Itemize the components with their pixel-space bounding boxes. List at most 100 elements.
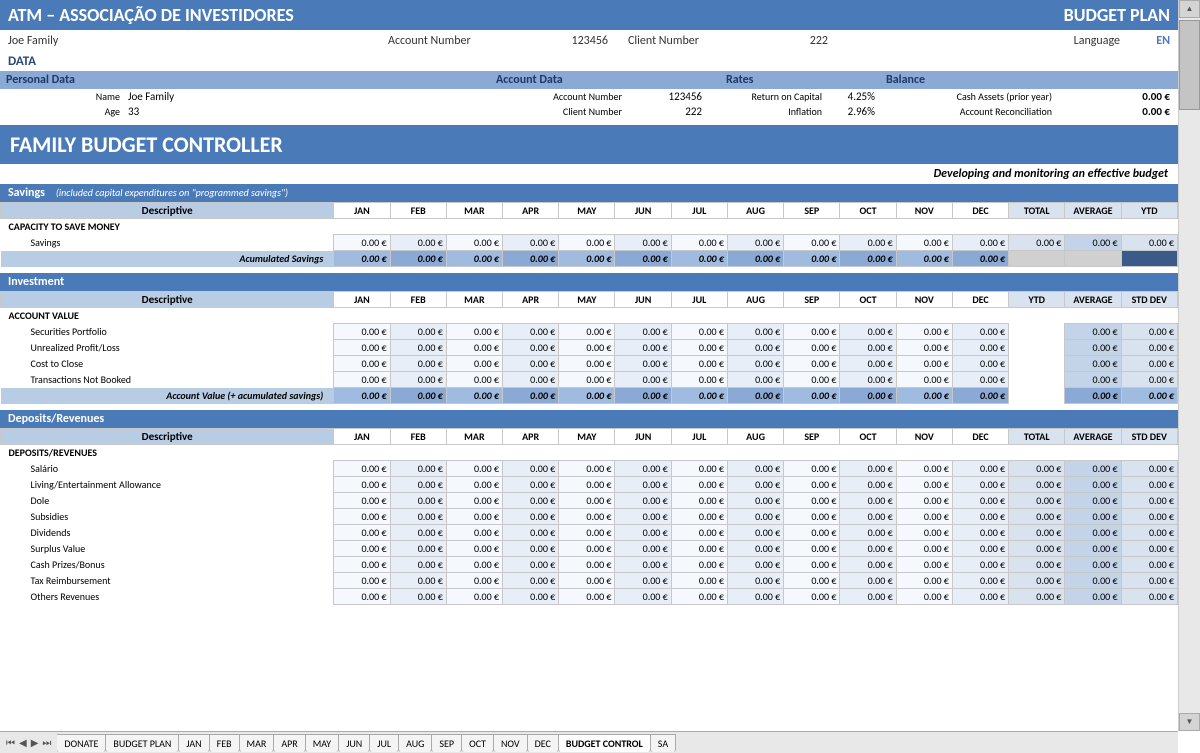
data-cell[interactable]: 0.00 € [503, 235, 559, 251]
data-cell[interactable]: 0.00 € [503, 493, 559, 509]
sheet-tab[interactable]: MAR [239, 734, 275, 752]
data-cell[interactable]: 0.00 € [390, 589, 446, 605]
scroll-down-button[interactable]: ▼ [1179, 713, 1200, 731]
data-cell[interactable]: 0.00 € [559, 324, 615, 340]
data-cell[interactable]: 0.00 € [784, 235, 840, 251]
sheet-tab[interactable]: OCT [461, 734, 494, 752]
data-cell[interactable]: 0.00 € [615, 509, 671, 525]
data-cell[interactable]: 0.00 € [559, 573, 615, 589]
data-cell[interactable]: 0.00 € [784, 477, 840, 493]
data-cell[interactable]: 0.00 € [390, 477, 446, 493]
language-value[interactable]: EN [1120, 34, 1170, 48]
data-cell[interactable]: 0.00 € [615, 493, 671, 509]
data-cell[interactable]: 0.00 € [334, 557, 390, 573]
vertical-scrollbar[interactable]: ▲ ▼ [1178, 0, 1200, 731]
data-cell[interactable]: 0.00 € [334, 461, 390, 477]
data-cell[interactable]: 0.00 € [446, 372, 502, 388]
data-cell[interactable]: 0.00 € [784, 573, 840, 589]
data-cell[interactable]: 0.00 € [671, 493, 727, 509]
sheet-tab[interactable]: JUL [369, 734, 399, 752]
sheet-tab[interactable]: SEP [431, 734, 462, 752]
data-cell[interactable]: 0.00 € [390, 340, 446, 356]
data-cell[interactable]: 0.00 € [559, 541, 615, 557]
data-cell[interactable]: 0.00 € [334, 356, 390, 372]
sheet-tab[interactable]: JUN [338, 734, 370, 752]
data-cell[interactable]: 0.00 € [503, 557, 559, 573]
data-cell[interactable]: 0.00 € [671, 356, 727, 372]
data-cell[interactable]: 0.00 € [727, 324, 783, 340]
data-cell[interactable]: 0.00 € [840, 573, 896, 589]
data-cell[interactable]: 0.00 € [671, 324, 727, 340]
data-cell[interactable]: 0.00 € [952, 461, 1008, 477]
data-cell[interactable]: 0.00 € [503, 340, 559, 356]
data-cell[interactable]: 0.00 € [727, 573, 783, 589]
data-cell[interactable]: 0.00 € [896, 493, 952, 509]
data-cell[interactable]: 0.00 € [671, 541, 727, 557]
data-cell[interactable]: 0.00 € [615, 573, 671, 589]
data-cell[interactable]: 0.00 € [334, 493, 390, 509]
data-cell[interactable]: 0.00 € [671, 461, 727, 477]
data-cell[interactable]: 0.00 € [952, 541, 1008, 557]
data-cell[interactable]: 0.00 € [671, 235, 727, 251]
data-cell[interactable]: 0.00 € [559, 589, 615, 605]
data-cell[interactable]: 0.00 € [559, 372, 615, 388]
data-cell[interactable]: 0.00 € [334, 541, 390, 557]
data-cell[interactable]: 0.00 € [727, 340, 783, 356]
data-cell[interactable]: 0.00 € [727, 525, 783, 541]
data-cell[interactable]: 0.00 € [390, 372, 446, 388]
data-cell[interactable]: 0.00 € [840, 235, 896, 251]
data-cell[interactable]: 0.00 € [896, 509, 952, 525]
data-cell[interactable]: 0.00 € [896, 573, 952, 589]
data-cell[interactable]: 0.00 € [446, 589, 502, 605]
sheet-tab[interactable]: DEC [527, 734, 559, 752]
data-cell[interactable]: 0.00 € [784, 324, 840, 340]
data-cell[interactable]: 0.00 € [840, 372, 896, 388]
data-cell[interactable]: 0.00 € [952, 573, 1008, 589]
data-cell[interactable]: 0.00 € [334, 235, 390, 251]
data-cell[interactable]: 0.00 € [840, 509, 896, 525]
data-cell[interactable]: 0.00 € [840, 356, 896, 372]
data-cell[interactable]: 0.00 € [615, 461, 671, 477]
data-cell[interactable]: 0.00 € [503, 324, 559, 340]
data-cell[interactable]: 0.00 € [784, 589, 840, 605]
data-cell[interactable]: 0.00 € [671, 509, 727, 525]
data-cell[interactable]: 0.00 € [615, 525, 671, 541]
data-cell[interactable]: 0.00 € [896, 235, 952, 251]
data-cell[interactable]: 0.00 € [559, 356, 615, 372]
data-cell[interactable]: 0.00 € [503, 372, 559, 388]
sheet-tab[interactable]: BUDGET PLAN [105, 734, 179, 752]
data-cell[interactable]: 0.00 € [334, 340, 390, 356]
data-cell[interactable]: 0.00 € [727, 461, 783, 477]
data-cell[interactable]: 0.00 € [446, 235, 502, 251]
data-cell[interactable]: 0.00 € [390, 541, 446, 557]
data-cell[interactable]: 0.00 € [896, 589, 952, 605]
data-cell[interactable]: 0.00 € [671, 573, 727, 589]
data-cell[interactable]: 0.00 € [334, 372, 390, 388]
data-cell[interactable]: 0.00 € [559, 493, 615, 509]
data-cell[interactable]: 0.00 € [503, 477, 559, 493]
data-cell[interactable]: 0.00 € [615, 372, 671, 388]
data-cell[interactable]: 0.00 € [446, 324, 502, 340]
data-cell[interactable]: 0.00 € [952, 557, 1008, 573]
data-cell[interactable]: 0.00 € [896, 541, 952, 557]
data-cell[interactable]: 0.00 € [503, 509, 559, 525]
data-cell[interactable]: 0.00 € [446, 340, 502, 356]
data-cell[interactable]: 0.00 € [840, 541, 896, 557]
data-cell[interactable]: 0.00 € [896, 340, 952, 356]
data-cell[interactable]: 0.00 € [896, 477, 952, 493]
tab-nav-first-icon[interactable]: ⏮ [4, 736, 17, 749]
data-cell[interactable]: 0.00 € [559, 477, 615, 493]
data-cell[interactable]: 0.00 € [896, 557, 952, 573]
data-cell[interactable]: 0.00 € [559, 525, 615, 541]
data-cell[interactable]: 0.00 € [390, 493, 446, 509]
sheet-tab[interactable]: MAY [305, 734, 339, 752]
data-cell[interactable]: 0.00 € [896, 525, 952, 541]
scroll-up-button[interactable]: ▲ [1179, 0, 1200, 18]
data-cell[interactable]: 0.00 € [446, 461, 502, 477]
data-cell[interactable]: 0.00 € [784, 509, 840, 525]
data-cell[interactable]: 0.00 € [671, 557, 727, 573]
data-cell[interactable]: 0.00 € [840, 557, 896, 573]
data-cell[interactable]: 0.00 € [727, 235, 783, 251]
sheet-tab[interactable]: NOV [493, 734, 528, 752]
data-cell[interactable]: 0.00 € [615, 340, 671, 356]
